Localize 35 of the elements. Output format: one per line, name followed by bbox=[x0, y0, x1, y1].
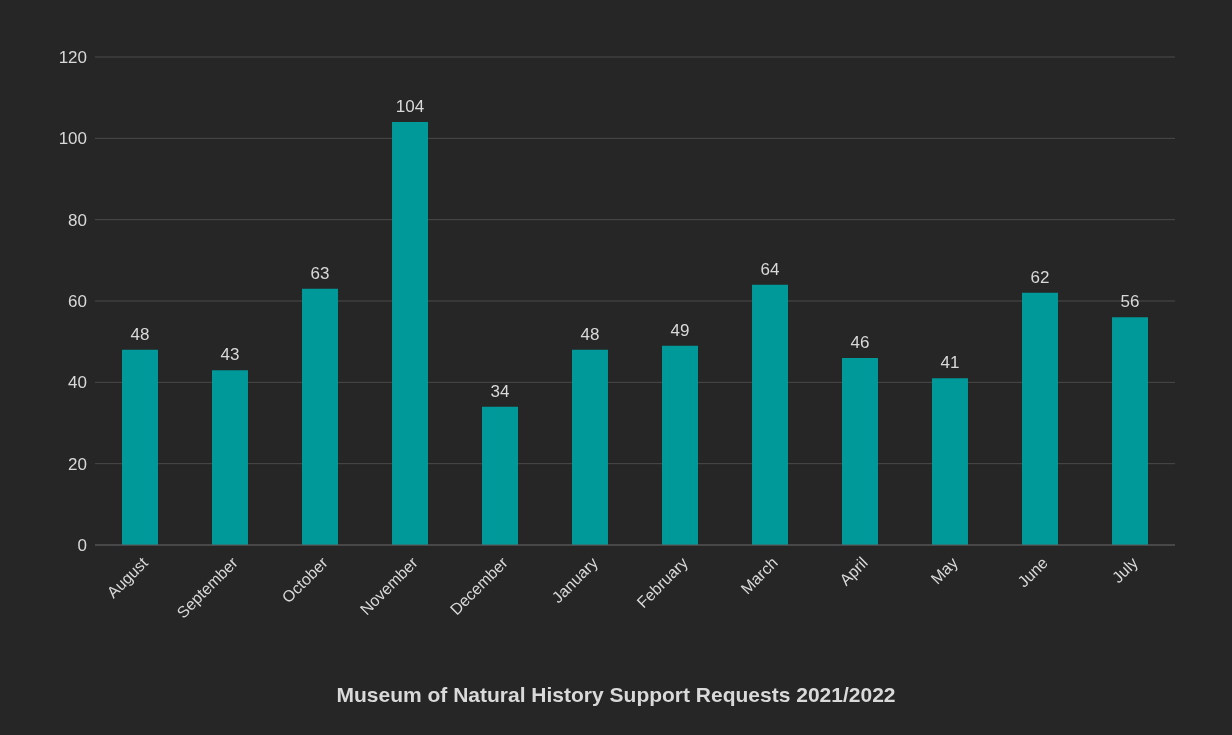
data-label: 63 bbox=[310, 263, 330, 283]
y-tick-label: 120 bbox=[58, 48, 87, 68]
data-label: 49 bbox=[670, 320, 690, 340]
bar bbox=[392, 122, 428, 545]
bar bbox=[662, 345, 698, 545]
bar bbox=[1022, 292, 1058, 545]
bar bbox=[122, 349, 158, 545]
x-tick-label: May bbox=[927, 553, 961, 588]
data-label: 46 bbox=[850, 332, 870, 352]
bar bbox=[212, 370, 248, 545]
data-label: 64 bbox=[760, 259, 780, 279]
data-label: 41 bbox=[940, 353, 960, 373]
y-tick-label: 20 bbox=[68, 454, 87, 474]
bar bbox=[932, 378, 968, 545]
y-tick-label: 40 bbox=[68, 373, 87, 393]
y-tick-label: 80 bbox=[68, 210, 87, 230]
data-label: 43 bbox=[220, 345, 240, 365]
y-tick-label: 0 bbox=[77, 536, 87, 556]
bar bbox=[842, 357, 878, 545]
bar bbox=[572, 349, 608, 545]
data-label: 34 bbox=[490, 381, 510, 401]
bar bbox=[302, 288, 338, 545]
bar bbox=[1112, 317, 1148, 545]
x-tick-label: July bbox=[1108, 553, 1141, 587]
data-label: 48 bbox=[580, 324, 600, 344]
data-label: 56 bbox=[1120, 292, 1140, 312]
data-label: 62 bbox=[1030, 267, 1050, 287]
x-tick-label: June bbox=[1014, 553, 1052, 591]
data-label: 48 bbox=[130, 324, 150, 344]
text: Museum of Natural History Support Requests 2021/2022 bbox=[335, 683, 897, 707]
data-label: 104 bbox=[395, 97, 425, 117]
bar bbox=[482, 406, 518, 545]
y-tick-label: 100 bbox=[58, 129, 87, 149]
y-tick-label: 60 bbox=[68, 292, 87, 312]
bar bbox=[752, 284, 788, 545]
